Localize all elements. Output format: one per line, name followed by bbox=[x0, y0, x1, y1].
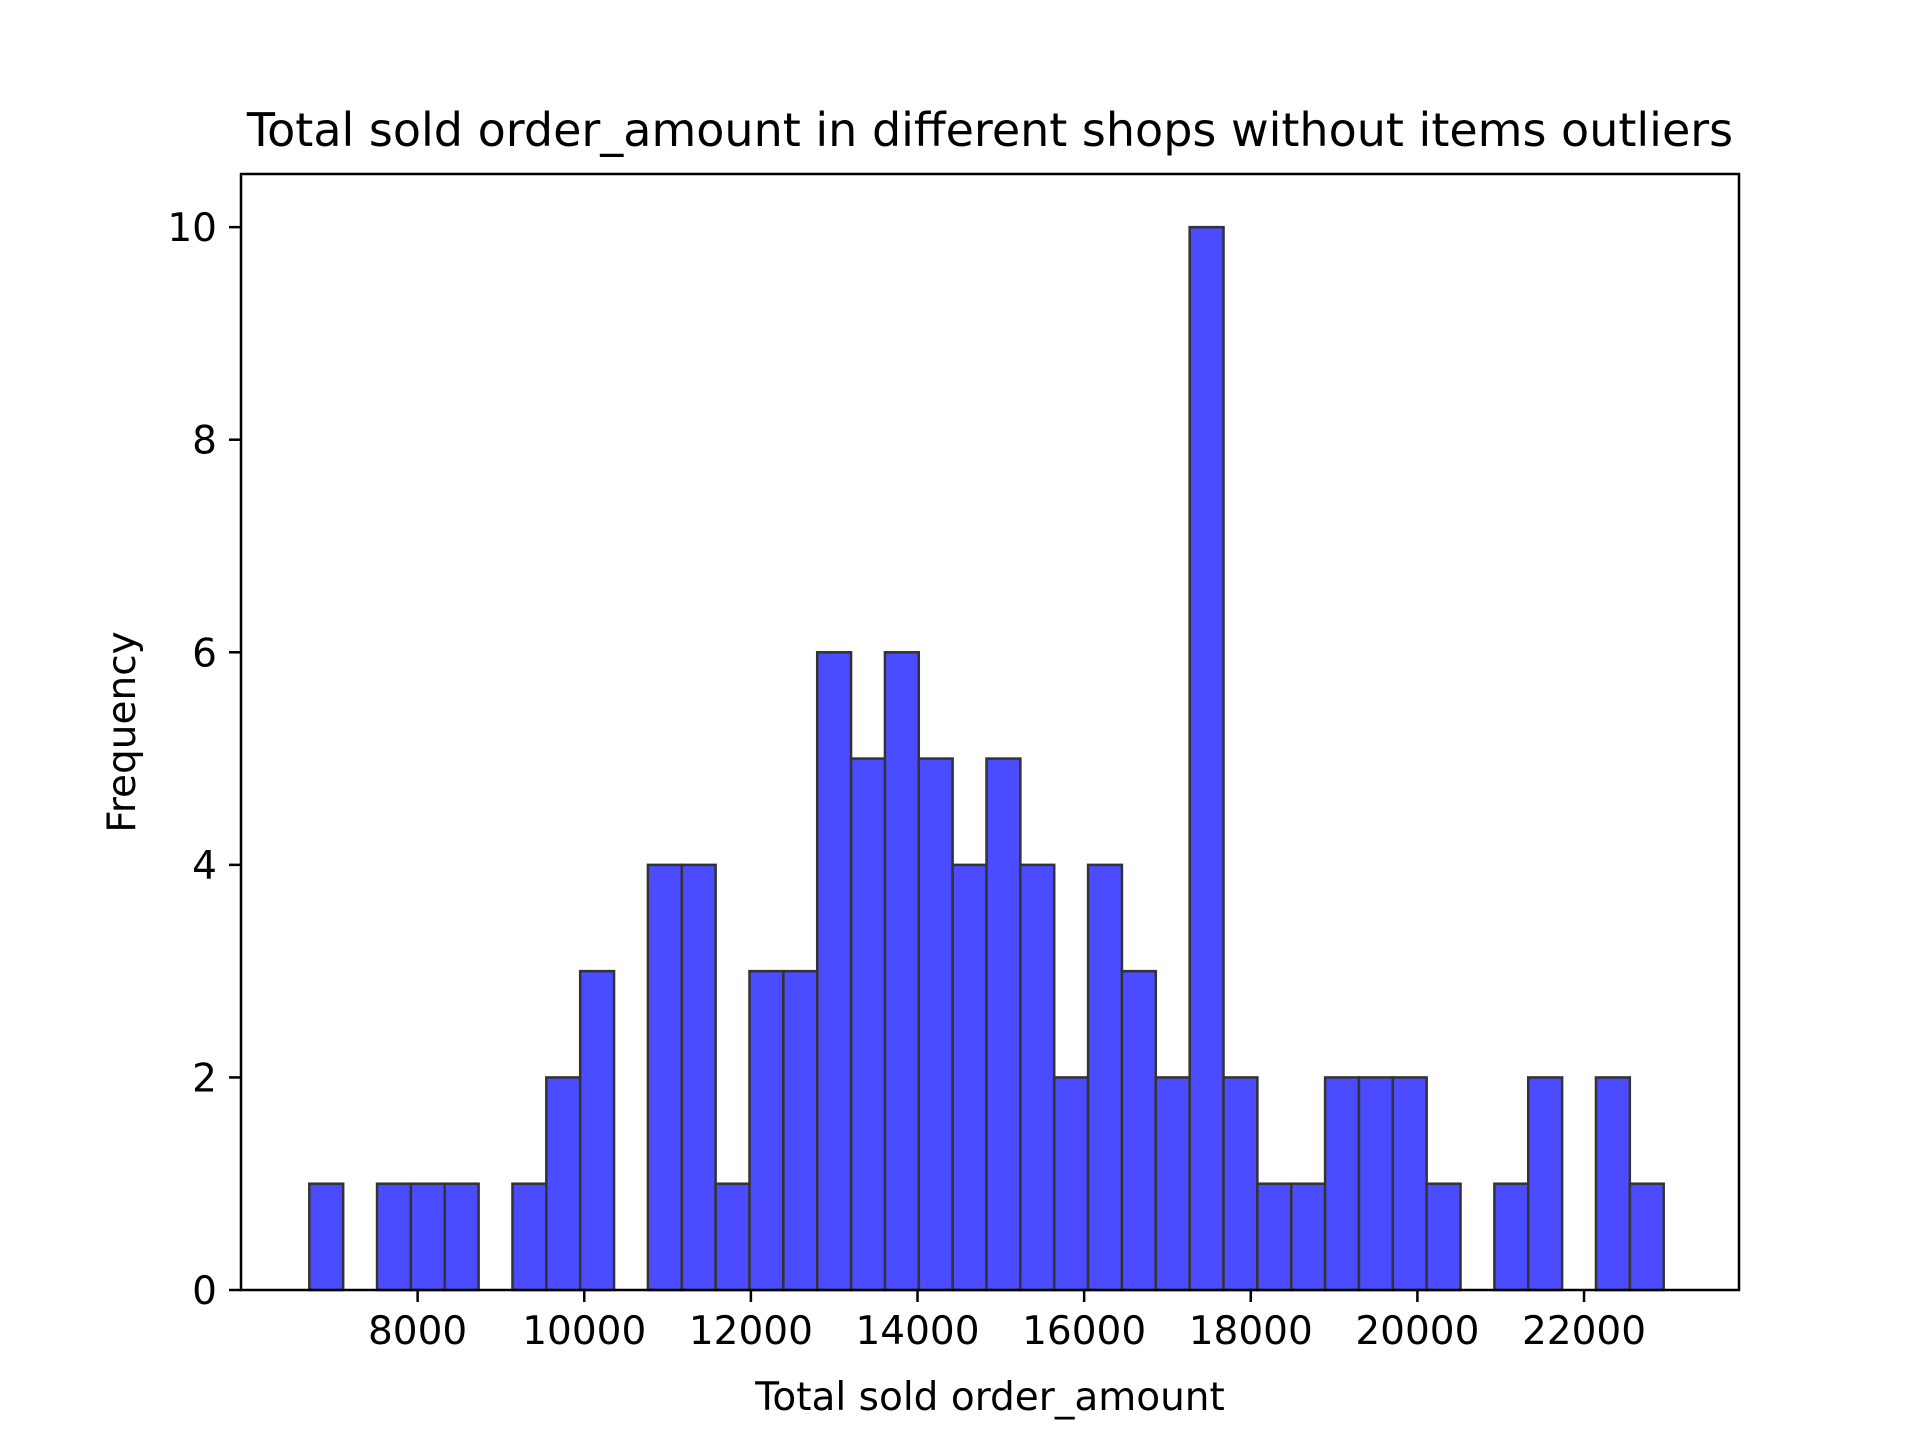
histogram-bar bbox=[511, 1182, 548, 1292]
histogram-bar bbox=[951, 863, 988, 1292]
histogram-bar bbox=[646, 863, 684, 1292]
histogram-bar bbox=[578, 969, 616, 1292]
histogram-bar bbox=[409, 1182, 447, 1292]
histogram-bar bbox=[1120, 969, 1158, 1292]
histogram-bar bbox=[1256, 1182, 1293, 1292]
x-tick-label: 12000 bbox=[689, 1309, 813, 1354]
y-tick-label: 6 bbox=[192, 631, 217, 676]
histogram-bar bbox=[1527, 1076, 1564, 1292]
histogram-bar bbox=[1222, 1076, 1259, 1292]
x-tick-label: 10000 bbox=[522, 1309, 646, 1354]
x-tick-label: 20000 bbox=[1355, 1309, 1479, 1354]
histogram-bar bbox=[883, 651, 921, 1292]
histogram-bar bbox=[1188, 225, 1225, 1292]
x-axis: 8000 10000 12000 14000 16000 18000 20000 22000 bbox=[368, 1290, 1646, 1354]
y-tick-label: 4 bbox=[192, 844, 217, 889]
y-axis: 0 2 4 6 8 10 bbox=[167, 206, 241, 1314]
histogram-bar bbox=[1357, 1076, 1395, 1292]
histogram-bar bbox=[680, 863, 717, 1292]
x-tick-label: 22000 bbox=[1522, 1309, 1646, 1354]
histogram-bar bbox=[815, 651, 853, 1292]
histogram-bar bbox=[985, 757, 1022, 1292]
histogram-bar bbox=[1493, 1182, 1530, 1292]
y-tick-label: 8 bbox=[192, 419, 217, 464]
histogram-bar bbox=[1086, 863, 1124, 1292]
histogram-bar bbox=[308, 1182, 345, 1292]
x-axis-label: Total sold order_amount bbox=[754, 1375, 1225, 1420]
histogram-bar bbox=[917, 757, 954, 1292]
histogram-bar bbox=[1594, 1076, 1632, 1292]
histogram-bar bbox=[782, 969, 819, 1292]
y-tick-label: 10 bbox=[167, 206, 217, 251]
x-tick-label: 18000 bbox=[1189, 1309, 1313, 1354]
histogram-bar bbox=[375, 1182, 413, 1292]
x-tick-label: 14000 bbox=[855, 1309, 979, 1354]
y-axis-label: Frequency bbox=[100, 631, 145, 832]
histogram-bar bbox=[748, 969, 785, 1292]
x-tick-label: 8000 bbox=[368, 1309, 467, 1354]
histogram-bar bbox=[443, 1182, 480, 1292]
histogram-bar bbox=[849, 757, 887, 1292]
plot-frame bbox=[239, 172, 1741, 1292]
bars-layer bbox=[308, 225, 1665, 1292]
histogram-bar bbox=[1154, 1076, 1191, 1292]
y-tick-label: 0 bbox=[192, 1269, 217, 1314]
y-tick-label: 2 bbox=[192, 1056, 217, 1101]
histogram-bar bbox=[1289, 1182, 1327, 1292]
histogram-bar bbox=[1391, 1076, 1428, 1292]
chart-title: Total sold order_amount in different sho… bbox=[246, 103, 1733, 157]
histogram-bar bbox=[545, 1076, 582, 1292]
histogram-bar bbox=[714, 1182, 751, 1292]
histogram-bar bbox=[1425, 1182, 1462, 1292]
histogram-bar bbox=[1052, 1076, 1090, 1292]
histogram-bar bbox=[1628, 1182, 1665, 1292]
histogram-bar bbox=[1323, 1076, 1361, 1292]
histogram-bar bbox=[1019, 863, 1056, 1292]
x-tick-label: 16000 bbox=[1022, 1309, 1146, 1354]
